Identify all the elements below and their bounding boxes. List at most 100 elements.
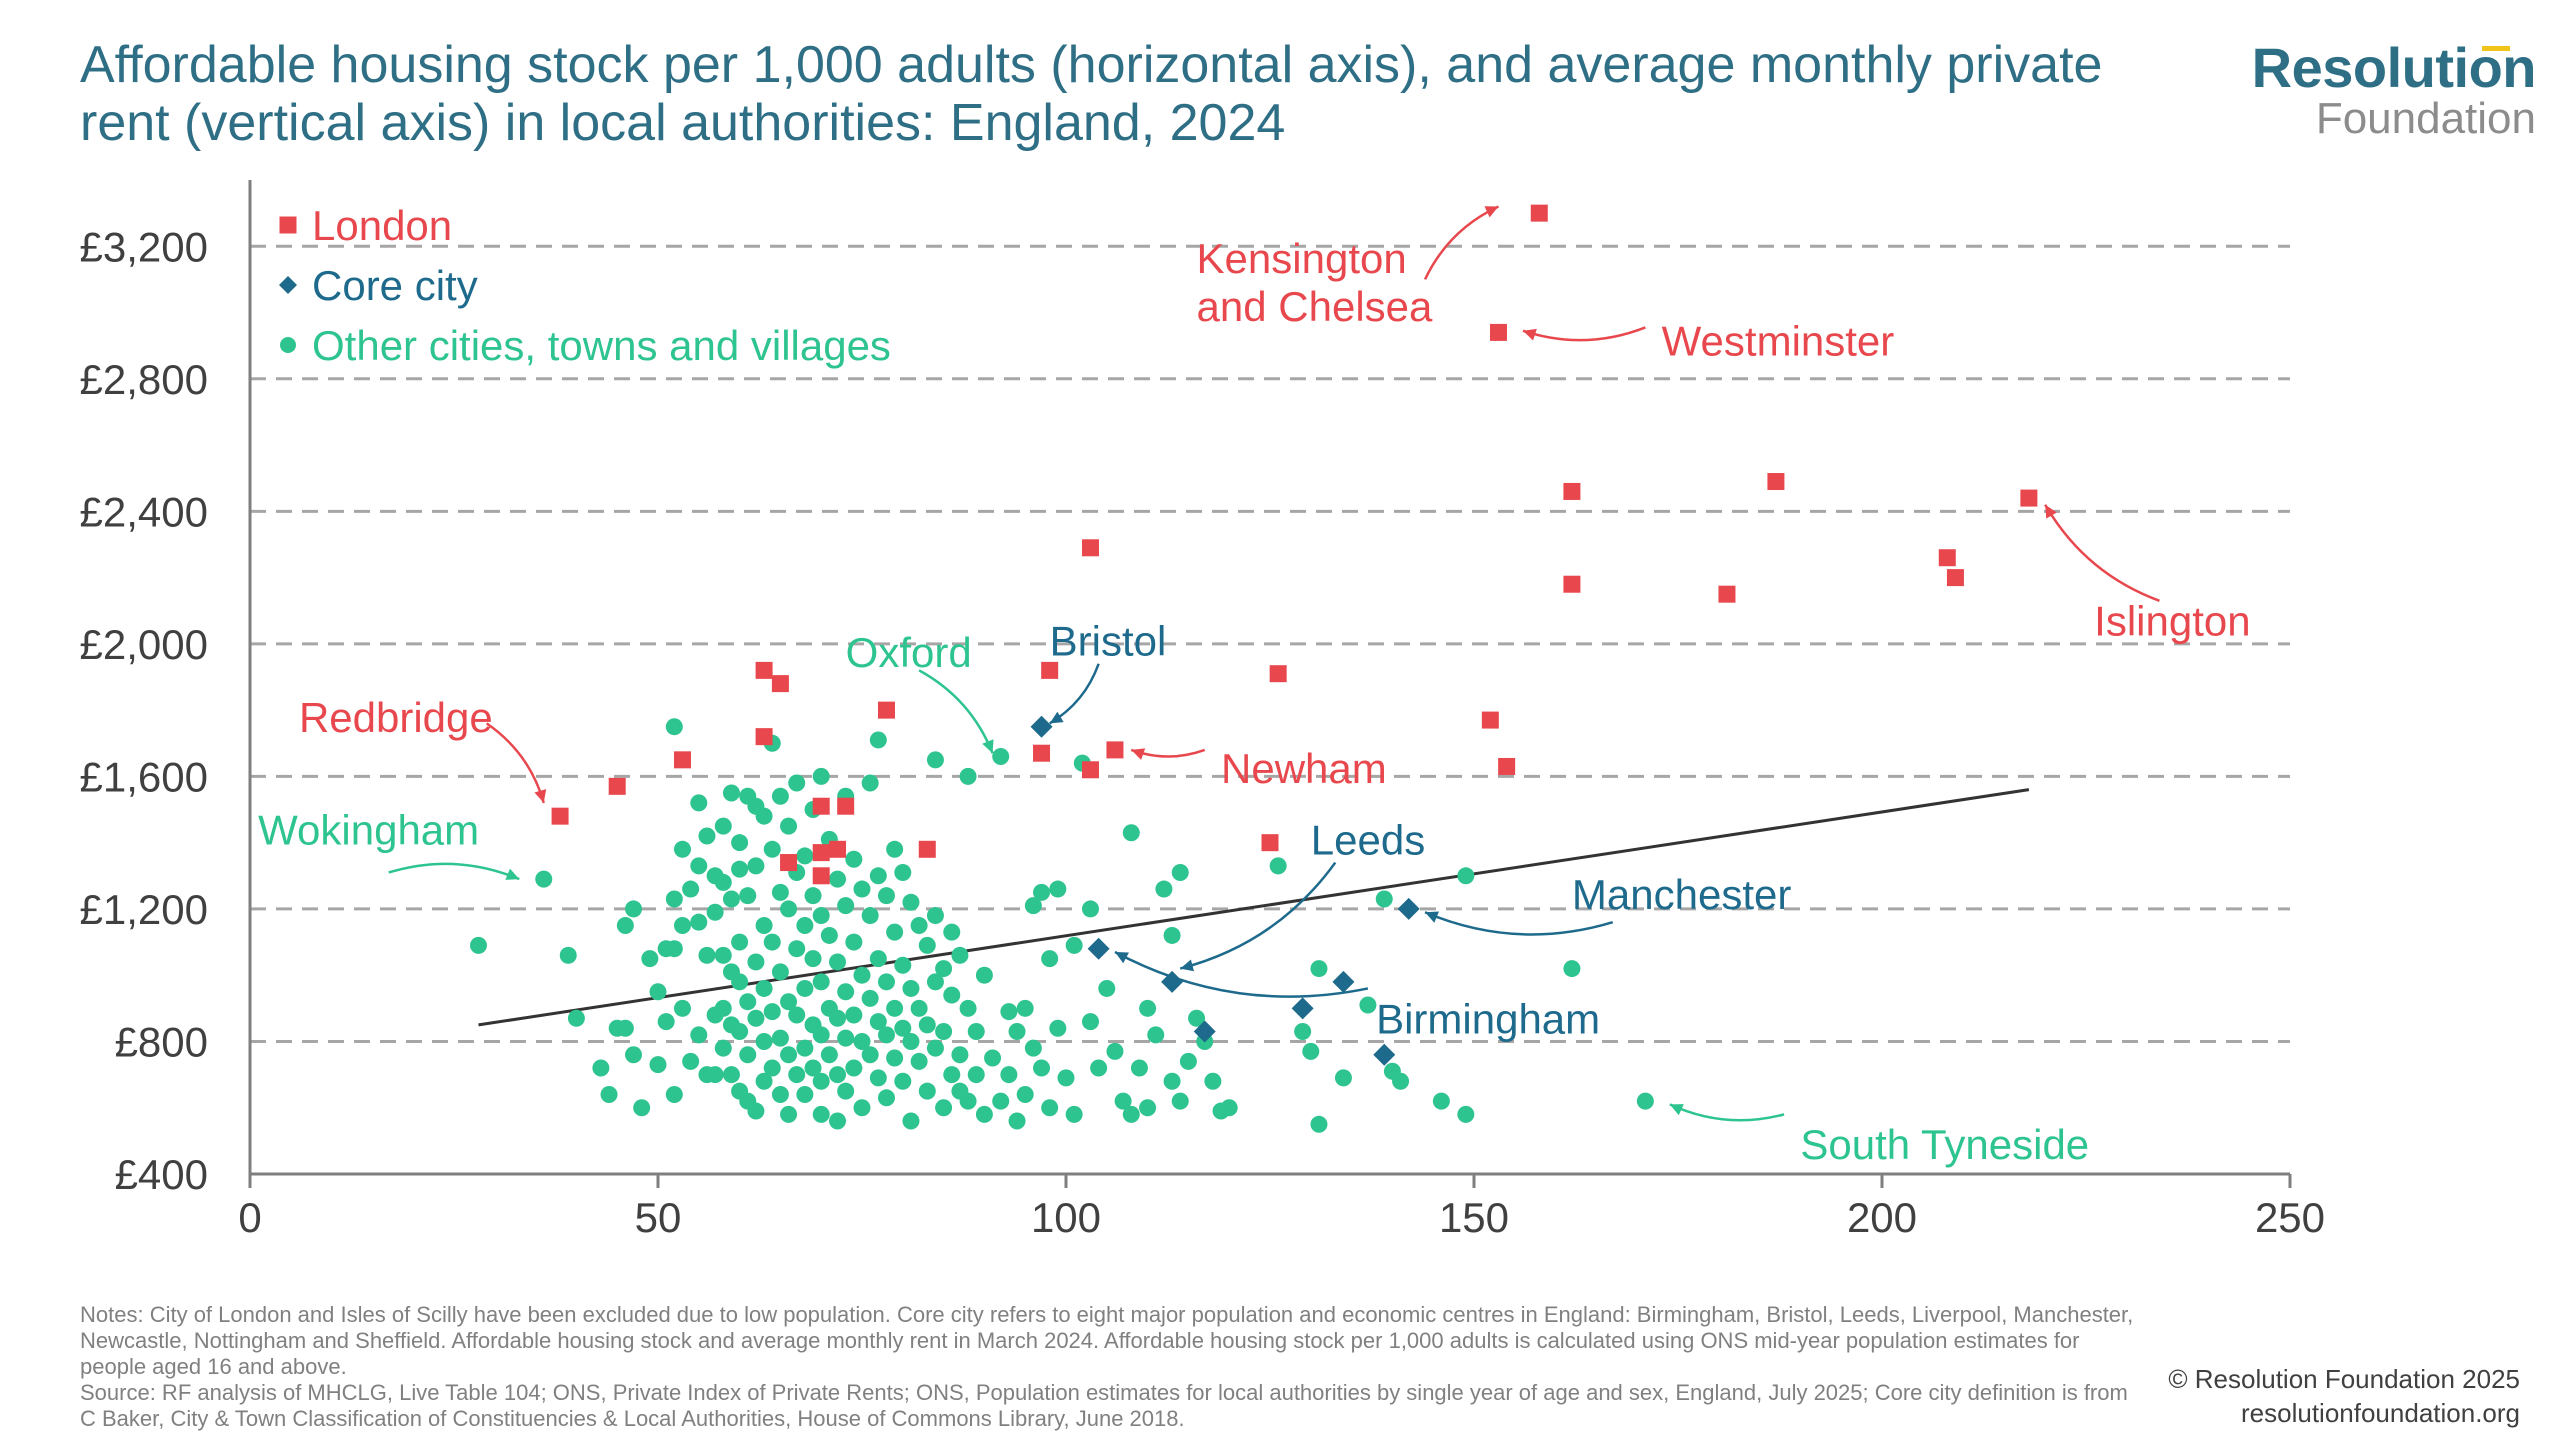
other-area-point [731, 973, 749, 991]
other-area-point [861, 774, 879, 792]
london-point [812, 797, 830, 815]
other-area-point [845, 1006, 863, 1024]
y-tick-label: £400 [115, 1151, 208, 1198]
other-area-point [1024, 1039, 1042, 1057]
y-tick-label: £2,400 [80, 488, 208, 535]
other-area-point [935, 1023, 953, 1041]
annotation-arrowhead [1131, 748, 1146, 760]
other-area-point [877, 973, 895, 991]
london-point [551, 807, 569, 825]
other-area-point [665, 940, 683, 958]
other-area-point [918, 1082, 936, 1100]
other-area-point [731, 860, 749, 878]
other-area-point [1359, 996, 1377, 1014]
other-area-point [1008, 1112, 1026, 1130]
other-area-point [935, 1099, 953, 1117]
other-area-point [1000, 1003, 1018, 1021]
london-point [1563, 482, 1581, 500]
annotation-label: Oxford [846, 629, 972, 676]
other-area-point [845, 850, 863, 868]
other-area-point [951, 1046, 969, 1064]
other-area-point [837, 983, 855, 1001]
other-area-point [959, 1092, 977, 1110]
other-area-point [861, 989, 879, 1007]
other-area-point [902, 979, 920, 997]
core-city-point [1397, 897, 1420, 920]
other-area-point [625, 900, 643, 918]
y-tick-label: £1,600 [80, 753, 208, 800]
legend: London Core city Other cities, towns and v… [279, 202, 891, 369]
website-link[interactable]: resolutionfoundation.org [2241, 1398, 2520, 1428]
other-area-point [1081, 1013, 1099, 1031]
other-area-point [698, 946, 716, 964]
other-area-point [1041, 1099, 1059, 1117]
legend-marker [279, 216, 297, 234]
other-area-point [1392, 1072, 1410, 1090]
other-area-point [665, 890, 683, 908]
london-point [1946, 569, 1964, 587]
other-area-point [886, 923, 904, 941]
other-area-point [1024, 897, 1042, 915]
other-area-point [1016, 1085, 1034, 1103]
other-area-point [1122, 824, 1140, 842]
other-area-point [804, 950, 822, 968]
other-area-point [926, 973, 944, 991]
other-area-point [877, 887, 895, 905]
other-area-point [616, 917, 634, 934]
annotation-arrowhead [1049, 711, 1064, 724]
london-point [1498, 757, 1516, 775]
annotation-label: Manchester [1572, 871, 1791, 918]
other-area-point [975, 1105, 993, 1123]
annotation-label: Leeds [1311, 816, 1425, 863]
london-point [812, 867, 830, 885]
core-city-point [1332, 970, 1355, 993]
other-area-point [1106, 1042, 1124, 1060]
other-area-point [992, 748, 1010, 766]
core-city-point [1030, 715, 1053, 738]
other-area-point [747, 1102, 765, 1120]
other-area-point [926, 1039, 944, 1057]
other-area-point [649, 1056, 667, 1074]
scatter-chart: £400 £800 £1,200 £1,600 £2,000 £2,400 £2,800 £3… [80, 180, 2325, 1241]
other-area-point [747, 1009, 765, 1027]
other-area-point [722, 890, 740, 908]
other-area-point [1163, 926, 1181, 944]
other-area-point [1294, 1023, 1312, 1041]
other-area-point [820, 1046, 838, 1064]
other-area-point [731, 1023, 749, 1041]
annotation-label: Bristol [1050, 618, 1167, 665]
other-area-point [1457, 1105, 1475, 1123]
other-area-point [469, 936, 487, 954]
other-area-point [1008, 1023, 1026, 1041]
other-area-point [869, 1069, 887, 1087]
other-area-point [853, 966, 871, 984]
other-area-point [1065, 936, 1083, 954]
other-area-point [926, 907, 944, 925]
other-area-point [616, 1019, 634, 1037]
other-area-point [780, 1046, 798, 1064]
other-area-point [771, 787, 789, 805]
other-area-point [1139, 999, 1157, 1017]
other-area-point [829, 1009, 847, 1027]
other-area-point [869, 731, 887, 749]
other-area-point [861, 1046, 879, 1064]
other-area-point [902, 1112, 920, 1130]
other-area-point [1155, 880, 1173, 898]
other-area-point [714, 817, 732, 835]
other-area-point [755, 1032, 773, 1050]
other-area-point [739, 887, 757, 905]
other-area-point [731, 834, 749, 852]
other-area-point [959, 767, 977, 785]
other-area-point [682, 880, 700, 898]
resolution-foundation-logo: Resolution Foundation [2252, 40, 2537, 142]
notes-text: Notes: City of London and Isles of Scill… [80, 1302, 2134, 1379]
annotation-arrow [1522, 326, 1646, 342]
other-area-point [665, 718, 683, 736]
other-area-point [1310, 1115, 1328, 1133]
other-area-point [1220, 1099, 1238, 1117]
other-area-point [763, 840, 781, 858]
other-area-point [780, 1105, 798, 1123]
other-area-point [690, 913, 708, 931]
other-area-point [812, 1026, 830, 1044]
other-area-point [1636, 1092, 1654, 1110]
